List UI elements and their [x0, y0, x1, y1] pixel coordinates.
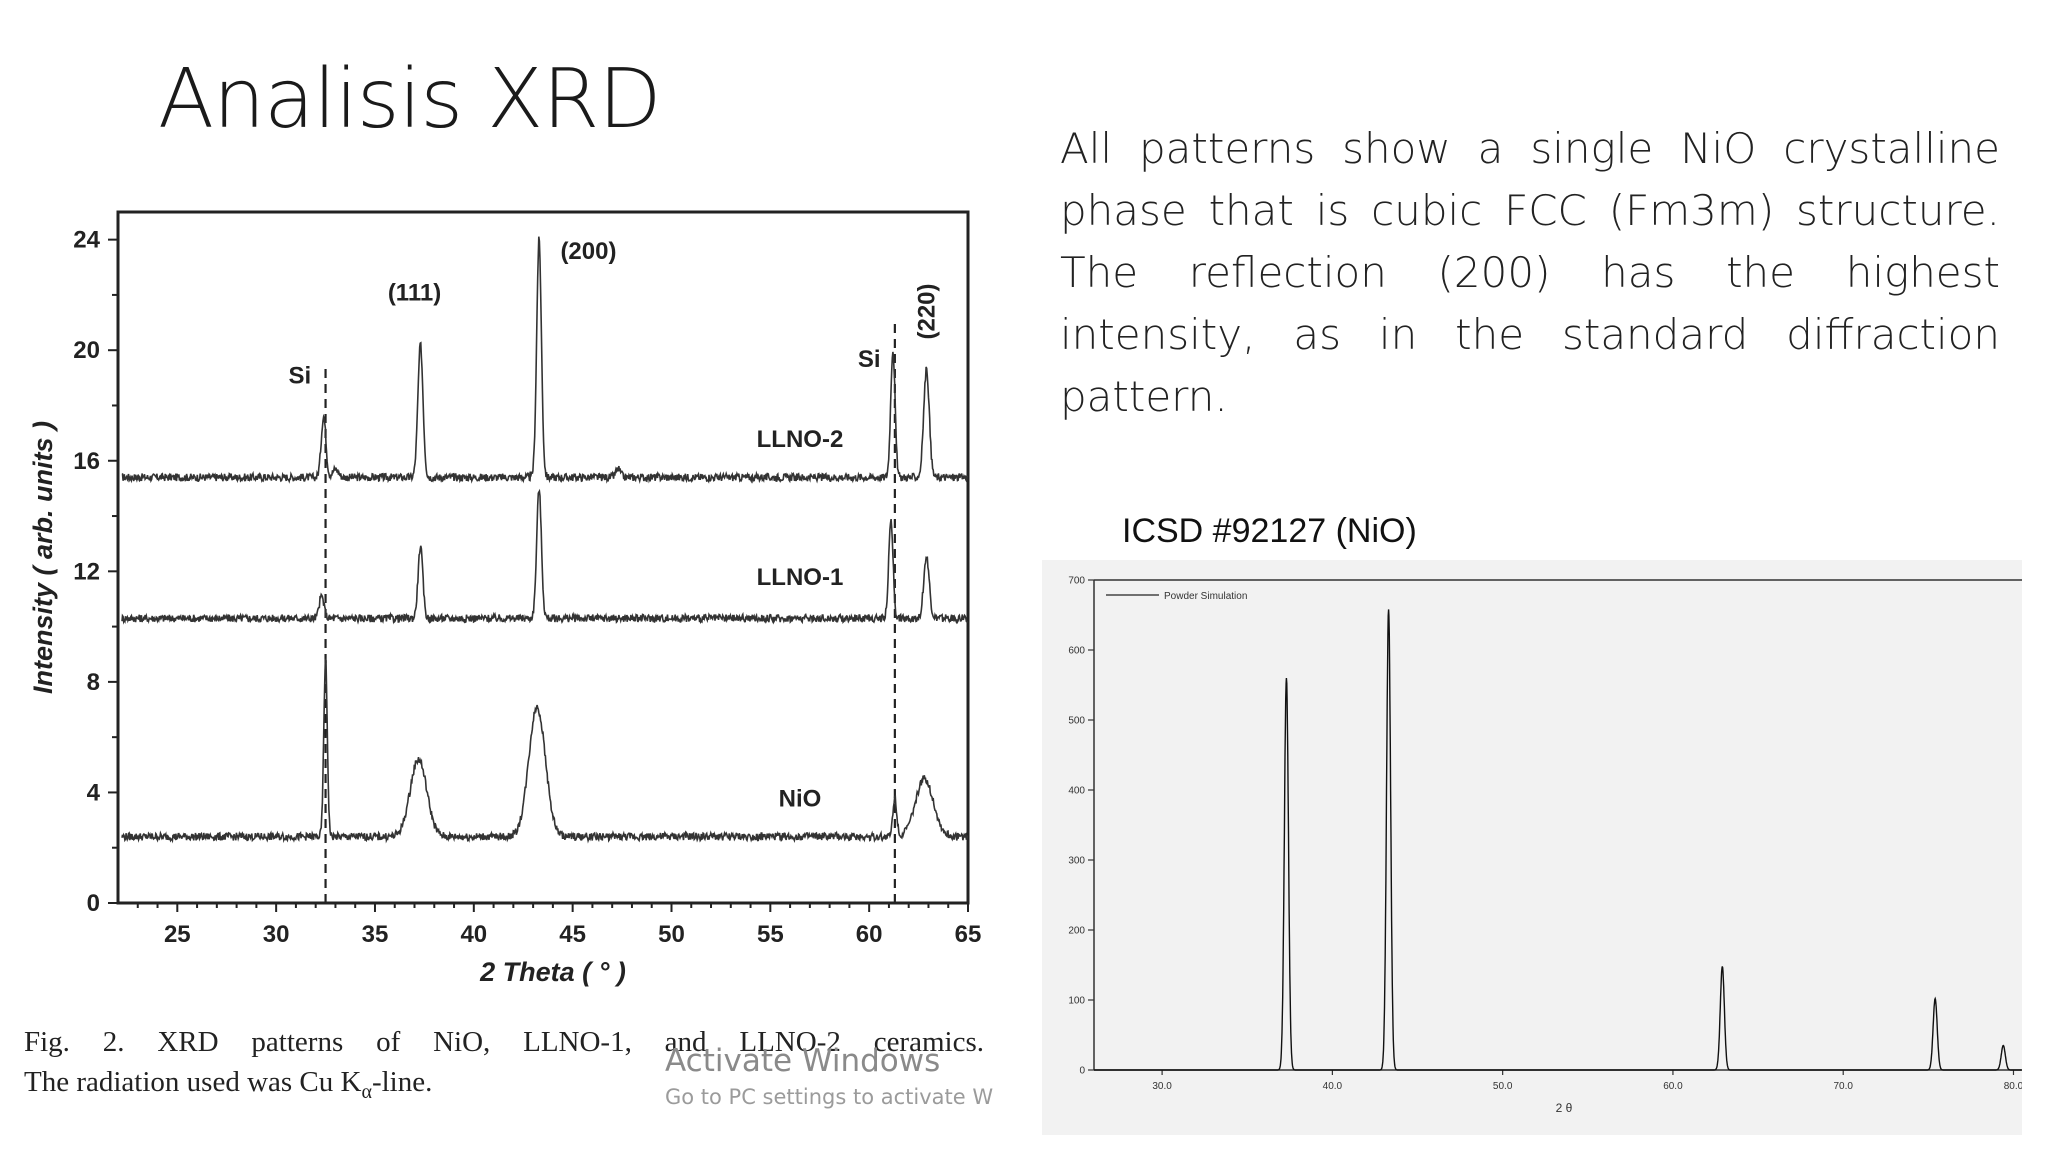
- caption-line-2: The radiation used was Cu Kα-line.: [24, 1066, 433, 1103]
- xrd-patterns-chart: 25 30 35 40 45 50 55 60 65 0 4 8 12 16 20 24 Si (111) (2…: [28, 210, 982, 987]
- xrd-plot-frame: [116, 210, 970, 905]
- xrd-y-tick-label: 12: [73, 558, 100, 585]
- icsd-chart-background: [1042, 560, 2022, 1135]
- xrd-annotation: Si: [858, 346, 881, 373]
- icsd-y-tick-label: 400: [1068, 786, 1085, 797]
- icsd-y-tick-label: 0: [1079, 1066, 1085, 1077]
- xrd-x-tick-label: 35: [362, 921, 389, 948]
- icsd-y-tick-label: 700: [1068, 576, 1085, 587]
- xrd-annotation: NiO: [779, 785, 822, 812]
- xrd-series-nio: [121, 658, 969, 844]
- icsd-y-tick-label: 100: [1068, 996, 1085, 1007]
- xrd-y-tick-label: 4: [87, 779, 101, 806]
- icsd-y-tick-label: 500: [1068, 716, 1085, 727]
- xrd-x-tick-label: 40: [460, 921, 487, 948]
- icsd-x-tick-label: 30.0: [1152, 1081, 1172, 1092]
- icsd-x-tick-label: 80.0: [2004, 1081, 2022, 1092]
- icsd-y-tick-label: 300: [1068, 856, 1085, 867]
- icsd-y-tick-label: 600: [1068, 646, 1085, 657]
- xrd-annotation: (220): [913, 283, 940, 339]
- xrd-x-tick-label: 55: [757, 921, 784, 948]
- caption-line-1: Fig. 2. XRD patterns of NiO, LLNO-1, and…: [24, 1026, 984, 1058]
- icsd-x-axis-label: 2 θ: [1556, 1101, 1573, 1115]
- figure-caption: Fig. 2. XRD patterns of NiO, LLNO-1, and…: [24, 1022, 984, 1112]
- icsd-series-powder-simulation: [1094, 609, 2022, 1071]
- icsd-simulation-chart: 0 100 200 300 400 500 600 700 30.0 40.0 50.0 60.0 7…: [1042, 560, 2022, 1135]
- slide-title: Analisis XRD: [158, 52, 661, 147]
- icsd-reference-label: ICSD #92127 (NiO): [1122, 512, 1417, 550]
- xrd-annotation: (200): [560, 238, 616, 265]
- xrd-annotation: LLNO-2: [757, 426, 844, 453]
- watermark-line-2: Go to PC settings to activate W: [665, 1085, 994, 1109]
- xrd-y-tick-label: 24: [73, 227, 100, 254]
- xrd-series-llno-1: [121, 488, 969, 625]
- xrd-x-tick-label: 60: [856, 921, 883, 948]
- icsd-x-tick-label: 40.0: [1323, 1081, 1343, 1092]
- xrd-y-tick-label: 8: [87, 669, 100, 696]
- xrd-annotation: (111): [388, 279, 441, 306]
- xrd-y-axis-label: Intensity ( arb. units ): [28, 421, 58, 694]
- icsd-y-tick-label: 200: [1068, 926, 1085, 937]
- icsd-legend-label: Powder Simulation: [1164, 591, 1247, 602]
- description-text: All patterns show a single NiO crystalli…: [1060, 124, 2000, 421]
- xrd-x-tick-label: 25: [164, 921, 191, 948]
- icsd-x-tick-label: 60.0: [1663, 1081, 1683, 1092]
- xrd-annotation: LLNO-1: [757, 564, 844, 591]
- icsd-x-tick-label: 50.0: [1493, 1081, 1513, 1092]
- activate-windows-watermark: Activate Windows Go to PC settings to ac…: [665, 1042, 993, 1114]
- caption-alpha-subscript: α: [361, 1080, 372, 1103]
- caption-line-2-text: The radiation used was Cu K: [24, 1066, 362, 1098]
- icsd-legend: Powder Simulation: [1106, 591, 1247, 602]
- xrd-y-tick-label: 0: [87, 890, 100, 917]
- watermark-line-1: Activate Windows: [665, 1043, 941, 1079]
- caption-line-2-suffix: -line.: [371, 1066, 433, 1098]
- xrd-annotation: Si: [289, 362, 312, 389]
- xrd-x-tick-label: 30: [263, 921, 290, 948]
- xrd-series-llno-2: [121, 236, 969, 485]
- xrd-y-tick-label: 16: [73, 448, 100, 475]
- xrd-x-tick-label: 45: [559, 921, 586, 948]
- xrd-y-tick-label: 20: [73, 337, 100, 364]
- icsd-x-tick-label: 70.0: [1833, 1081, 1853, 1092]
- xrd-x-tick-label: 50: [658, 921, 685, 948]
- xrd-x-tick-label: 65: [955, 921, 982, 948]
- xrd-x-axis-label: 2 Theta ( ° ): [479, 957, 626, 987]
